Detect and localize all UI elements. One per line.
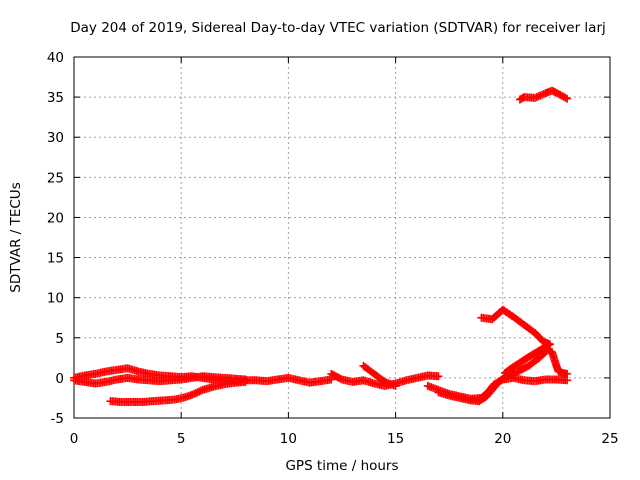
x-tick-label: 25: [601, 431, 618, 447]
series-track-d: [327, 369, 443, 390]
x-tick-label: 10: [280, 431, 297, 447]
data-point: [561, 93, 570, 102]
y-tick-label: 25: [47, 170, 64, 186]
y-tick-label: 10: [47, 291, 64, 307]
y-tick-label: 0: [55, 371, 64, 387]
data-point: [534, 92, 543, 101]
series-track-h: [477, 305, 554, 378]
y-tick-label: 30: [47, 130, 64, 146]
data-marks: [70, 86, 572, 406]
x-tick-label: 0: [70, 431, 79, 447]
data-point: [538, 90, 547, 99]
data-point: [563, 94, 572, 103]
axis-ticks: 0 5 10 15 20 25 -5 0 5 10 15 20 25 30 35 40: [47, 50, 619, 447]
y-tick-label: 20: [47, 210, 64, 226]
y-axis-label: SDTVAR / TECUs: [8, 182, 24, 292]
data-point: [241, 377, 250, 386]
y-tick-label: 40: [47, 50, 64, 66]
data-point: [532, 93, 541, 102]
plot-frame: [73, 56, 611, 419]
data-point: [530, 93, 539, 102]
data-point: [500, 369, 509, 378]
y-tick-label: 15: [47, 251, 64, 267]
data-point: [391, 381, 400, 390]
data-point: [196, 386, 205, 395]
data-point: [563, 369, 572, 378]
data-point: [536, 91, 545, 100]
chart-title: Day 204 of 2019, Sidereal Day-to-day VTE…: [70, 20, 606, 36]
y-tick-label: 5: [55, 331, 64, 347]
y-tick-label: 35: [47, 90, 64, 106]
y-tick-label: -5: [51, 411, 64, 427]
series-track-e: [359, 361, 400, 390]
series-track-i: [515, 86, 572, 104]
x-tick-label: 5: [177, 431, 186, 447]
x-tick-label: 15: [387, 431, 404, 447]
series-track-g: [434, 345, 572, 406]
x-axis-label: GPS time / hours: [285, 458, 398, 474]
x-tick-label: 20: [494, 431, 511, 447]
series-track-b: [70, 372, 250, 388]
data-point: [434, 372, 443, 381]
series-track-c: [106, 377, 250, 406]
data-point: [502, 368, 511, 377]
